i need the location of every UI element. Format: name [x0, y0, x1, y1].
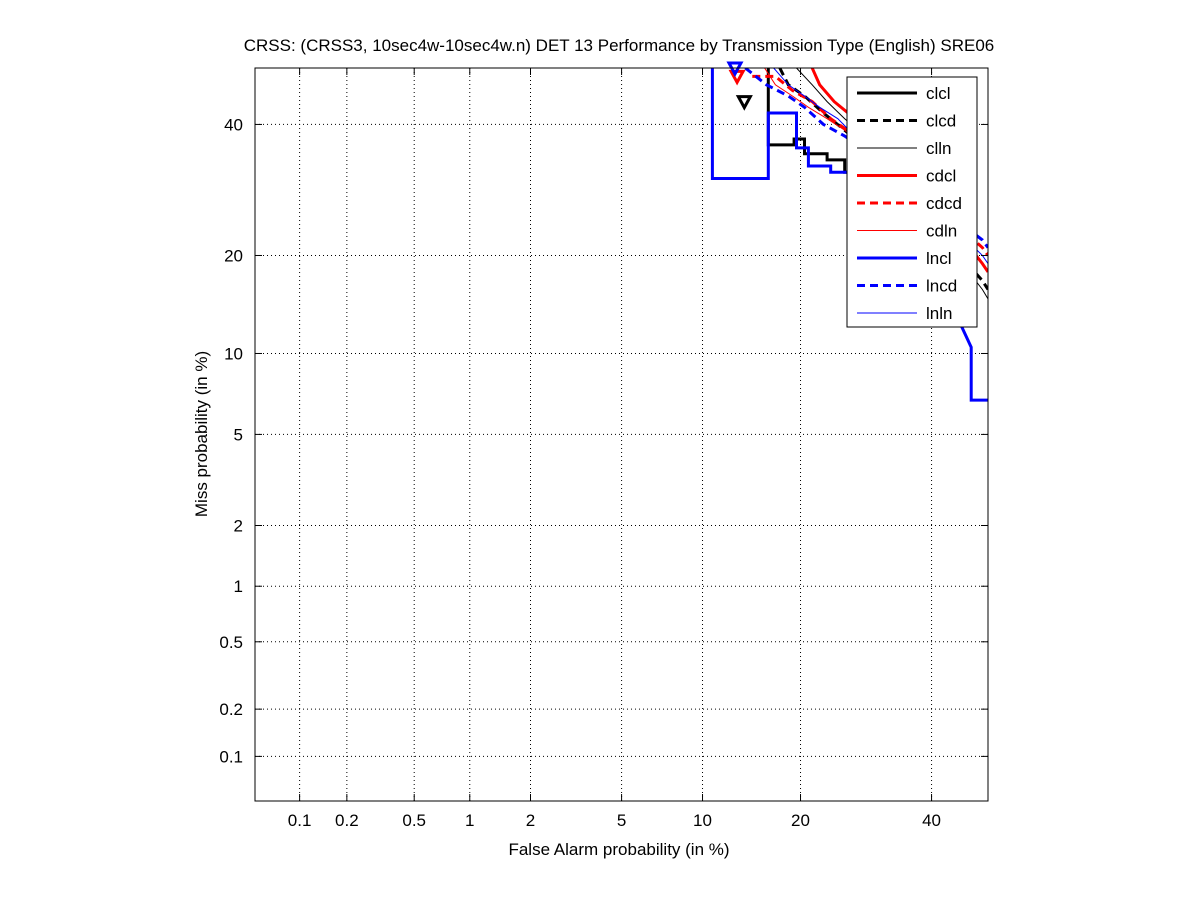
legend: clcl clcd clln cdcl cdcd cdln lncl lncd lnln: [846, 76, 978, 328]
legend-label-clcl: clcl: [926, 84, 951, 103]
legend-label-cdln: cdln: [926, 222, 957, 241]
x-tick-label: 1: [465, 811, 474, 830]
y-tick-label: 5: [234, 425, 243, 444]
x-tick-label: 0.2: [335, 811, 359, 830]
legend-label-clln: clln: [926, 139, 952, 158]
x-axis-label: False Alarm probability (in %): [508, 840, 729, 859]
y-tick-label: 0.5: [219, 633, 243, 652]
marker-clcd: [735, 95, 753, 111]
legend-label-lncd: lncd: [926, 277, 957, 296]
y-axis-label: Miss probability (in %): [192, 351, 211, 517]
y-tick-labels: 0.1 0.2 0.5 1 2 5 10 20 40: [219, 115, 988, 766]
chart-title: CRSS: (CRSS3, 10sec4w-10sec4w.n) DET 13 …: [244, 36, 995, 55]
x-tick-label: 20: [791, 811, 810, 830]
series-line-cdcd: [752, 74, 988, 257]
legend-label-clcd: clcd: [926, 112, 956, 131]
legend-label-lncl: lncl: [926, 249, 952, 268]
x-tick-label: 2: [526, 811, 535, 830]
legend-label-cdcl: cdcl: [926, 167, 956, 186]
legend-label-lnln: lnln: [926, 304, 952, 323]
y-tick-label: 40: [224, 115, 243, 134]
y-tick-label: 1: [234, 577, 243, 596]
series-line-lncd: [744, 68, 988, 249]
y-tick-label: 2: [234, 516, 243, 535]
x-tick-labels: 0.1 0.2 0.5 1 2 5 10 20 40: [288, 68, 941, 830]
x-tick-label: 10: [693, 811, 712, 830]
x-tick-label: 40: [922, 811, 941, 830]
y-tick-label: 0.2: [219, 700, 243, 719]
x-tick-label: 0.5: [402, 811, 426, 830]
x-tick-label: 0.1: [288, 811, 312, 830]
y-tick-label: 10: [224, 344, 243, 363]
y-tick-label: 0.1: [219, 747, 243, 766]
x-tick-label: 5: [617, 811, 626, 830]
legend-label-cdcd: cdcd: [926, 194, 962, 213]
y-tick-label: 20: [224, 246, 243, 265]
